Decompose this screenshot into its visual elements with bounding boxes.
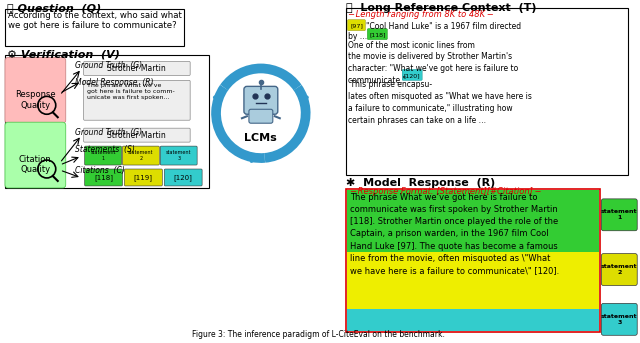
- Text: [120]: [120]: [174, 174, 193, 181]
- FancyBboxPatch shape: [84, 146, 122, 165]
- FancyBboxPatch shape: [346, 8, 628, 175]
- FancyBboxPatch shape: [348, 20, 365, 31]
- Text: statement
3: statement 3: [166, 150, 191, 161]
- FancyBboxPatch shape: [348, 309, 600, 331]
- FancyBboxPatch shape: [84, 169, 122, 186]
- Text: [118]: [118]: [369, 32, 385, 37]
- Text: statement
1: statement 1: [601, 210, 637, 220]
- Text: [120]: [120]: [404, 73, 420, 78]
- Text: 👤 Question  (Q): 👤 Question (Q): [7, 3, 101, 13]
- Text: [97]: [97]: [350, 23, 363, 28]
- Text: [118]: [118]: [94, 174, 113, 181]
- FancyBboxPatch shape: [84, 80, 190, 120]
- Text: Citations  (C): Citations (C): [75, 166, 125, 175]
- FancyBboxPatch shape: [602, 199, 637, 231]
- Text: "Cool Hand Luke" is a 1967 film directed: "Cool Hand Luke" is a 1967 film directed: [366, 22, 522, 31]
- FancyBboxPatch shape: [5, 55, 209, 188]
- Text: by …: by …: [348, 32, 368, 40]
- Text: Figure 3: The inference paradigm of L-CiteEval on the benchmark.: Figure 3: The inference paradigm of L-Ci…: [192, 330, 445, 339]
- Text: Strother Martin: Strother Martin: [107, 131, 166, 140]
- Text: statement
1: statement 1: [90, 150, 116, 161]
- Text: Ground Truth  (G): Ground Truth (G): [75, 128, 142, 137]
- Text: statement
3: statement 3: [601, 314, 637, 325]
- Text: According to the context, who said what
we got here is failure to communicate?: According to the context, who said what …: [8, 11, 182, 30]
- FancyBboxPatch shape: [348, 190, 600, 252]
- FancyBboxPatch shape: [160, 146, 197, 165]
- Text: statement
2: statement 2: [601, 264, 637, 275]
- FancyBboxPatch shape: [348, 252, 600, 309]
- FancyBboxPatch shape: [602, 304, 637, 335]
- FancyBboxPatch shape: [122, 146, 159, 165]
- Text: Statements  (S): Statements (S): [75, 145, 134, 154]
- Text: ⚙ Verification  (V): ⚙ Verification (V): [7, 49, 120, 60]
- Text: LCMs: LCMs: [244, 133, 277, 143]
- FancyBboxPatch shape: [367, 28, 387, 39]
- FancyBboxPatch shape: [84, 61, 190, 75]
- Text: 🗄  Long Reference Context  (T): 🗄 Long Reference Context (T): [346, 3, 537, 13]
- Text: Strother Martin: Strother Martin: [107, 64, 166, 73]
- Text: This phrase encapsu-
lates often misquoted as "What we have here is
a failure to: This phrase encapsu- lates often misquot…: [348, 80, 532, 125]
- FancyBboxPatch shape: [602, 253, 637, 285]
- FancyBboxPatch shape: [124, 169, 163, 186]
- Text: ─ Response Format: [Statement][#Citation] ─: ─ Response Format: [Statement][#Citation…: [351, 187, 541, 196]
- FancyBboxPatch shape: [244, 86, 278, 114]
- FancyBboxPatch shape: [249, 109, 273, 123]
- Text: One of the most iconic lines from
the movie is delivered by Strother Martin's
ch: One of the most iconic lines from the mo…: [348, 40, 519, 85]
- Text: Ground Truth  (G): Ground Truth (G): [75, 61, 142, 70]
- FancyBboxPatch shape: [346, 189, 600, 332]
- FancyBboxPatch shape: [5, 9, 184, 46]
- Text: Citation
Quality: Citation Quality: [19, 155, 52, 175]
- Text: The phrase What we’ve got here is failure to
communicate was first spoken by Str: The phrase What we’ve got here is failur…: [351, 193, 560, 275]
- FancyBboxPatch shape: [84, 128, 190, 142]
- Text: [119]: [119]: [134, 174, 153, 181]
- Text: ✱  Model  Response  (R): ✱ Model Response (R): [346, 178, 496, 188]
- FancyBboxPatch shape: [5, 58, 66, 123]
- Text: statement
2: statement 2: [128, 150, 154, 161]
- FancyBboxPatch shape: [5, 122, 66, 188]
- Text: ─ Length ranging from 8K to 48K ─: ─ Length ranging from 8K to 48K ─: [348, 10, 493, 19]
- FancyBboxPatch shape: [402, 69, 422, 80]
- Text: Model Response  (R): Model Response (R): [75, 79, 153, 87]
- Text: Response
Quality: Response Quality: [15, 90, 56, 110]
- Text: The phrase What we've
got here is failure to comm-
unicate was first spoken...: The phrase What we've got here is failur…: [86, 83, 174, 100]
- FancyBboxPatch shape: [164, 169, 202, 186]
